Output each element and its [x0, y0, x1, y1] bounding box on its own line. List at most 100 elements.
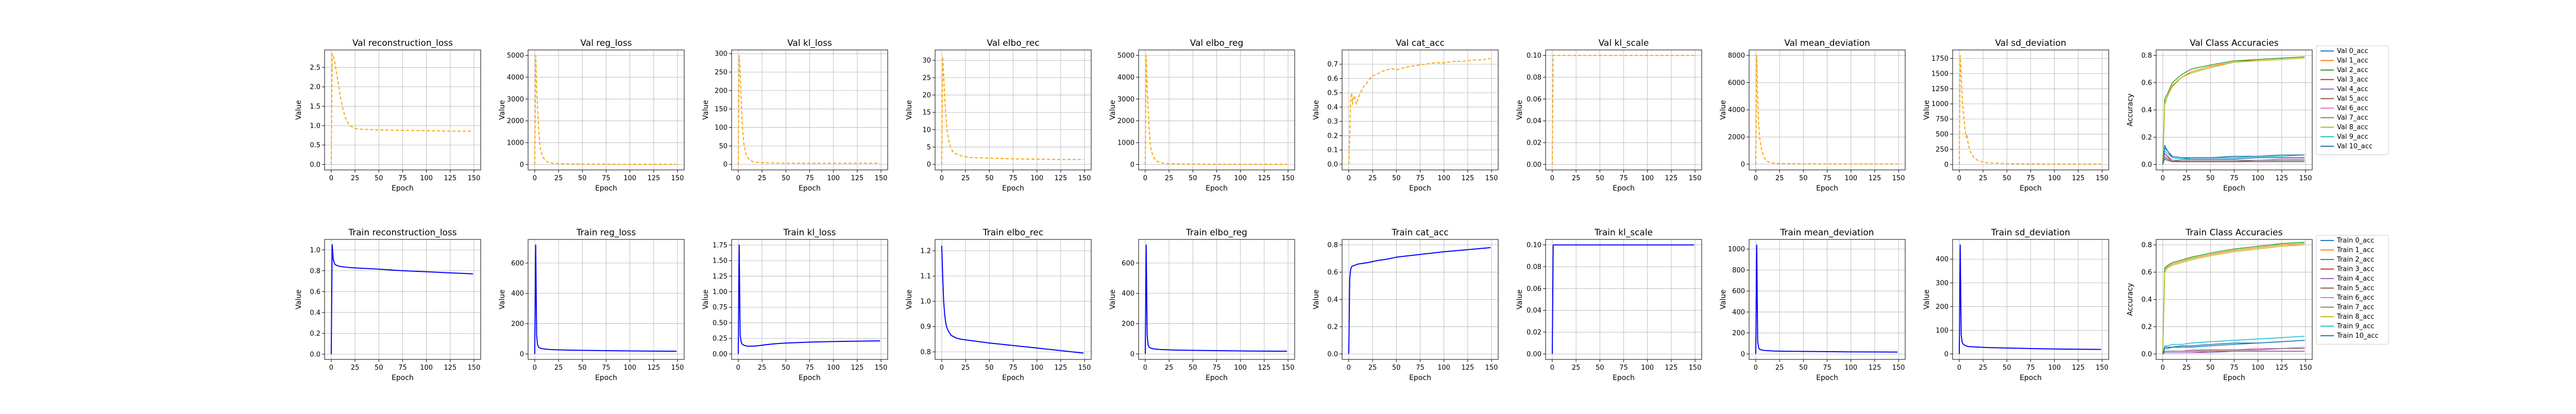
x-tick-label: 25 [351, 175, 360, 182]
x-tick-label: 75 [2026, 364, 2035, 372]
x-tick-label: 25 [2182, 364, 2191, 372]
x-tick-label: 125 [444, 364, 456, 372]
y-tick-label: 0.4 [2141, 107, 2152, 114]
y-tick-label: 0.00 [713, 351, 727, 358]
legend-entry: Val 2_acc [2337, 66, 2368, 74]
y-tick-label: 400 [511, 290, 524, 298]
legend-entry: Val 3_acc [2337, 76, 2368, 84]
panel-val-8: 0 25 50 75 100 125 150025050075010001250150017… [1923, 38, 2109, 193]
y-axis-label: Value [1923, 100, 1931, 119]
legend-entry: Train 2_acc [2336, 256, 2374, 264]
series-line-9 [2162, 336, 2305, 354]
x-tick-label: 100 [1641, 364, 1654, 372]
y-tick-label: 500 [1936, 131, 1948, 139]
x-tick-label: 75 [1823, 364, 1832, 372]
panel-train-6: 0 25 50 75 100 125 150 0.00 0.02 0.04 0.06 0.08 0.10… [1516, 228, 1702, 382]
y-tick-label: 0.2 [1327, 323, 1338, 331]
x-tick-label: 150 [2096, 364, 2109, 372]
x-tick-label: 0 [736, 364, 740, 372]
y-axis-label: Value [1312, 289, 1320, 309]
panel-title: Val Class Accuracies [2190, 38, 2279, 48]
series-line-0 [1958, 244, 2102, 354]
x-tick-label: 100 [827, 364, 840, 372]
series-line-0 [1755, 244, 1898, 354]
y-tick-label: 0.0 [310, 351, 320, 358]
panel-title: Val reconstruction_loss [352, 38, 453, 48]
panel-train-2: 0 25 50 75 100 125 150 0.00 0.25 0.50 0.75 1.00 1.25… [702, 228, 888, 382]
series-line-7 [2162, 157, 2305, 165]
x-tick-label: 50 [1189, 175, 1197, 182]
y-tick-label: 0.9 [920, 323, 931, 331]
x-tick-label: 0 [1754, 364, 1758, 372]
x-tick-label: 75 [1212, 175, 1221, 182]
panel-title: Train kl_scale [1594, 228, 1653, 238]
x-tick-label: 25 [351, 364, 360, 372]
x-tick-label: 125 [1054, 364, 1067, 372]
x-tick-label: 100 [1030, 175, 1043, 182]
legend-box [2316, 45, 2389, 155]
x-tick-label: 50 [2206, 175, 2215, 182]
legend-box [2316, 235, 2389, 344]
y-tick-label: 0.08 [1527, 263, 1541, 271]
panel-title: Val mean_deviation [1784, 38, 1870, 48]
y-tick-label: 4000 [507, 74, 524, 81]
y-tick-label: 2.5 [310, 64, 320, 72]
y-tick-label: 5000 [1117, 52, 1134, 60]
y-tick-label: 200 [511, 320, 524, 328]
x-tick-label: 150 [1689, 175, 1702, 182]
x-tick-label: 150 [468, 364, 481, 372]
y-tick-label: 400 [1936, 256, 1948, 264]
series-line-0 [941, 56, 1084, 165]
x-tick-label: 0 [2161, 175, 2165, 182]
y-tick-label: 0.8 [2141, 52, 2152, 60]
x-tick-label: 0 [1143, 175, 1147, 182]
x-tick-label: 0 [1550, 175, 1554, 182]
y-tick-label: 50 [719, 143, 727, 150]
x-tick-label: 25 [554, 175, 563, 182]
x-tick-label: 125 [1258, 364, 1270, 372]
y-tick-label: 1.1 [920, 273, 931, 281]
x-tick-label: 125 [2275, 175, 2288, 182]
y-axis-label: Value [1719, 289, 1727, 309]
y-tick-label: 0.6 [1327, 75, 1338, 83]
y-axis-label: Value [702, 100, 710, 119]
x-tick-label: 125 [1665, 364, 1677, 372]
panel-train-8: 0 25 50 75 100 125 150 0 100 200 300 400 Train sd_de… [1923, 228, 2109, 382]
y-tick-label: 100 [1936, 327, 1948, 335]
x-tick-label: 150 [1282, 364, 1295, 372]
x-tick-label: 0 [736, 175, 740, 182]
series-line-7 [2162, 348, 2305, 354]
y-tick-label: 0.6 [2141, 79, 2152, 87]
series-line-0 [737, 55, 880, 165]
series-line-0 [1551, 55, 1694, 165]
series-line-0 [2162, 147, 2305, 160]
x-axis-label: Epoch [2020, 374, 2042, 382]
y-tick-label: 1.75 [713, 242, 727, 249]
y-tick-label: 1000 [507, 140, 524, 147]
x-tick-label: 25 [1775, 364, 1784, 372]
series-line-0 [941, 246, 1084, 354]
y-tick-label: 0.75 [713, 304, 727, 312]
series-line-0 [1755, 55, 1898, 165]
x-tick-label: 50 [2003, 364, 2011, 372]
y-tick-label: 3000 [1117, 96, 1134, 104]
y-axis-label: Value [1109, 289, 1117, 309]
x-tick-label: 125 [1665, 175, 1677, 182]
x-tick-label: 125 [2275, 364, 2288, 372]
panel-title: Train elbo_reg [1185, 228, 1247, 238]
y-tick-label: 0.00 [1527, 351, 1541, 358]
x-tick-label: 125 [1868, 175, 1881, 182]
x-tick-label: 0 [1347, 175, 1351, 182]
x-tick-label: 0 [1957, 175, 1961, 182]
y-axis-label: Value [295, 100, 303, 119]
y-tick-label: 0 [1130, 161, 1134, 169]
panel-title: Train kl_loss [783, 228, 836, 238]
x-tick-label: 150 [468, 175, 481, 182]
x-axis-label: Epoch [799, 184, 821, 193]
x-tick-label: 100 [2048, 364, 2061, 372]
y-tick-label: 0.2 [2141, 134, 2152, 142]
y-tick-label: 0 [520, 161, 524, 169]
panel-val-5: 0 25 50 75 100 125 150 0.0 0.1 0.2 0.3 0.4 0.5 0.6 0.7… [1312, 38, 1499, 193]
y-tick-label: 0.1 [1327, 147, 1338, 154]
y-tick-label: 1.0 [920, 298, 931, 306]
